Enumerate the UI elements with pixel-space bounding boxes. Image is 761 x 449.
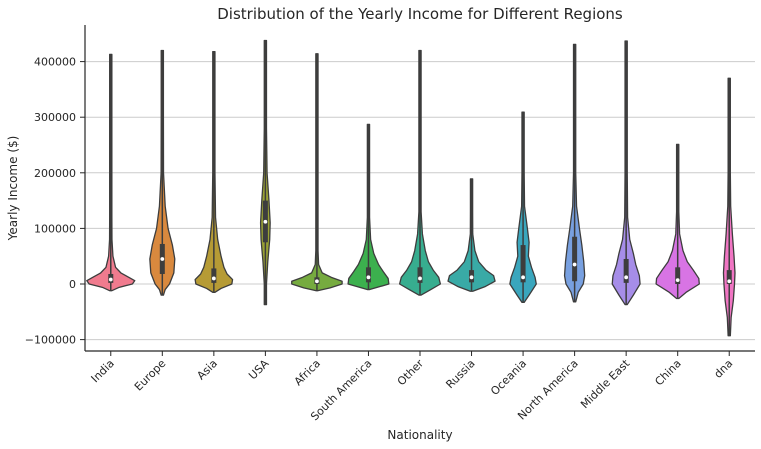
violin-iqr-box <box>726 270 732 284</box>
violin-dna <box>722 77 736 337</box>
violin-median <box>108 277 113 282</box>
y-tick-label: 200000 <box>34 167 76 180</box>
violin-median <box>315 279 319 284</box>
x-tick-label: Europe <box>132 357 169 394</box>
x-tick-label: Russia <box>443 357 477 391</box>
violin-india <box>86 53 136 292</box>
y-axis-label: Yearly Income ($) <box>6 136 20 242</box>
violin-iqr-box <box>675 267 681 284</box>
violin-iqr-box <box>572 236 578 282</box>
violin-iqr-box <box>520 245 526 283</box>
violin-median <box>160 257 165 261</box>
y-tick-label: 100000 <box>34 222 76 235</box>
y-tick-label: 400000 <box>34 56 76 69</box>
y-tick-label: 300000 <box>34 111 76 124</box>
violin-oceania <box>509 111 537 303</box>
x-tick-label: Middle East <box>578 356 633 411</box>
violin-median <box>572 262 577 267</box>
y-tick-label: 0 <box>69 278 76 291</box>
violin-russia <box>447 178 496 292</box>
violin-median <box>727 279 732 284</box>
violin-median <box>624 275 629 280</box>
violin-median <box>469 275 474 280</box>
x-tick-label: Asia <box>194 357 220 383</box>
x-axis-label: Nationality <box>387 428 452 442</box>
y-ticks: −100000 0 100000 200000 300000 400000 <box>25 56 85 347</box>
violin-other <box>398 49 442 296</box>
violin-iqr-box <box>365 267 371 283</box>
violin-south-america <box>347 123 390 291</box>
violin-median <box>675 278 680 283</box>
violins <box>86 39 736 337</box>
x-tick-label: Oceania <box>488 357 529 398</box>
violin-usa <box>259 39 271 306</box>
x-tick-label: India <box>89 357 117 385</box>
violin-median <box>211 276 216 281</box>
x-tick-label: dna <box>712 357 736 381</box>
x-tick-label: Africa <box>292 357 323 388</box>
violin-asia <box>194 50 234 293</box>
x-tick-label: China <box>652 357 683 388</box>
violin-europe <box>149 49 176 296</box>
violin-china <box>655 143 700 300</box>
y-tick-label: −100000 <box>25 334 76 347</box>
violin-median <box>418 276 422 281</box>
chart-title: Distribution of the Yearly Income for Di… <box>217 5 623 23</box>
violin-iqr-box <box>211 268 217 283</box>
violin-iqr-box <box>417 267 423 283</box>
violin-middle-east <box>611 40 641 306</box>
violin-median <box>366 275 371 280</box>
violin-africa <box>291 53 343 292</box>
violin-north-america <box>563 43 586 303</box>
x-tick-label: Other <box>395 357 427 389</box>
violin-median <box>521 275 525 280</box>
violin-iqr-box <box>623 258 629 283</box>
x-tick-label: USA <box>246 357 272 383</box>
violin-median <box>263 219 268 224</box>
